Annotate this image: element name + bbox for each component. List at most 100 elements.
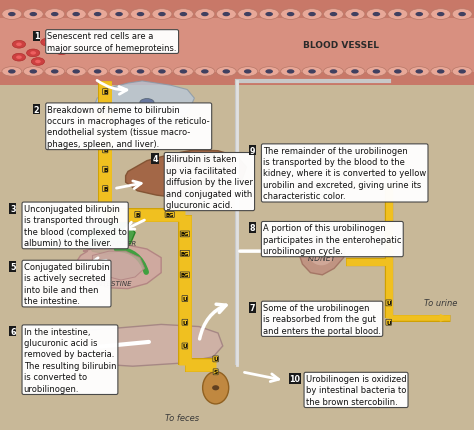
Ellipse shape <box>109 10 129 21</box>
Ellipse shape <box>94 13 101 17</box>
Text: 4: 4 <box>152 155 158 164</box>
Ellipse shape <box>12 54 26 62</box>
Text: U: U <box>182 344 187 349</box>
Ellipse shape <box>259 10 279 21</box>
Ellipse shape <box>55 48 68 55</box>
Ellipse shape <box>308 240 335 266</box>
Text: 5: 5 <box>10 262 16 271</box>
Text: 1: 1 <box>34 32 39 41</box>
Ellipse shape <box>152 10 172 21</box>
Ellipse shape <box>88 10 108 21</box>
Polygon shape <box>85 220 135 255</box>
Ellipse shape <box>29 70 37 74</box>
Ellipse shape <box>8 13 16 17</box>
Ellipse shape <box>416 70 423 74</box>
Text: 6: 6 <box>10 327 16 336</box>
Ellipse shape <box>130 68 150 77</box>
Ellipse shape <box>265 70 273 74</box>
Text: B: B <box>103 129 108 134</box>
Ellipse shape <box>394 70 401 74</box>
Polygon shape <box>300 231 346 275</box>
Ellipse shape <box>137 13 144 17</box>
Ellipse shape <box>302 10 322 21</box>
Ellipse shape <box>373 70 380 74</box>
Ellipse shape <box>201 70 209 74</box>
Ellipse shape <box>88 68 108 77</box>
Ellipse shape <box>173 10 193 21</box>
Text: BG: BG <box>181 273 189 278</box>
Text: B: B <box>103 167 108 172</box>
Text: The remainder of the urobilinogen
is transported by the blood to the
kidney, whe: The remainder of the urobilinogen is tra… <box>263 146 426 201</box>
Ellipse shape <box>94 70 101 74</box>
Text: GALLBLADDER: GALLBLADDER <box>86 240 137 246</box>
Ellipse shape <box>59 50 64 53</box>
Ellipse shape <box>27 50 40 58</box>
Text: MACROPHAGE: MACROPHAGE <box>131 118 186 127</box>
Ellipse shape <box>140 99 154 107</box>
Ellipse shape <box>66 10 86 21</box>
Ellipse shape <box>330 70 337 74</box>
Ellipse shape <box>8 70 16 74</box>
Text: Some of the urobilinogen
is reabsorbed from the gut
and enters the portal blood.: Some of the urobilinogen is reabsorbed f… <box>263 303 381 335</box>
Text: U: U <box>182 320 187 325</box>
Text: 8: 8 <box>249 224 255 233</box>
Ellipse shape <box>388 68 408 77</box>
Text: B: B <box>103 109 108 114</box>
Text: Breakdown of heme to bilirubin
occurs in macrophages of the reticulo-
endothelia: Breakdown of heme to bilirubin occurs in… <box>47 105 210 149</box>
Ellipse shape <box>437 70 445 74</box>
Text: U: U <box>386 301 391 306</box>
Ellipse shape <box>51 13 58 17</box>
Ellipse shape <box>2 10 22 21</box>
Text: To feces: To feces <box>165 413 200 421</box>
Ellipse shape <box>324 10 344 21</box>
Ellipse shape <box>152 68 172 77</box>
Ellipse shape <box>195 68 215 77</box>
Text: Urobilinogen is oxidized
by intestinal bacteria to
the brown stercobilin.: Urobilinogen is oxidized by intestinal b… <box>306 374 406 406</box>
Ellipse shape <box>31 58 45 66</box>
Ellipse shape <box>431 68 451 77</box>
Ellipse shape <box>45 41 50 45</box>
Text: Conjugated bilirubin
is actively secreted
into bile and then
the intestine.: Conjugated bilirubin is actively secrete… <box>24 262 109 306</box>
Text: B: B <box>103 90 108 95</box>
Ellipse shape <box>416 13 423 17</box>
Ellipse shape <box>73 13 80 17</box>
Ellipse shape <box>180 13 187 17</box>
Ellipse shape <box>222 13 230 17</box>
Ellipse shape <box>366 68 386 77</box>
Bar <box>0 0 474 86</box>
Ellipse shape <box>452 10 472 21</box>
Text: Senescent red cells are a
major source of hemeproteins.: Senescent red cells are a major source o… <box>47 32 177 52</box>
Ellipse shape <box>16 43 22 47</box>
Ellipse shape <box>308 13 316 17</box>
Ellipse shape <box>115 70 123 74</box>
Ellipse shape <box>130 10 150 21</box>
Text: U: U <box>182 296 187 301</box>
Polygon shape <box>69 325 223 366</box>
Text: To urine: To urine <box>424 299 457 307</box>
Text: BG: BG <box>181 251 189 256</box>
Text: 10: 10 <box>289 374 301 383</box>
Ellipse shape <box>216 10 236 21</box>
Ellipse shape <box>51 70 58 74</box>
Ellipse shape <box>345 68 365 77</box>
Text: INTESTINE: INTESTINE <box>95 281 132 287</box>
Ellipse shape <box>12 41 26 49</box>
Ellipse shape <box>109 68 129 77</box>
Ellipse shape <box>452 68 472 77</box>
Ellipse shape <box>222 70 230 74</box>
Ellipse shape <box>23 68 43 77</box>
Text: LIVER: LIVER <box>195 183 217 191</box>
Ellipse shape <box>35 61 41 64</box>
Ellipse shape <box>115 13 123 17</box>
Ellipse shape <box>308 70 316 74</box>
Text: BG: BG <box>165 212 174 218</box>
Ellipse shape <box>302 68 322 77</box>
Ellipse shape <box>41 39 54 47</box>
Ellipse shape <box>180 70 187 74</box>
Polygon shape <box>126 150 246 200</box>
Ellipse shape <box>431 10 451 21</box>
Text: B: B <box>135 212 140 218</box>
Text: 2: 2 <box>34 105 39 114</box>
Ellipse shape <box>158 70 166 74</box>
Ellipse shape <box>410 10 429 21</box>
